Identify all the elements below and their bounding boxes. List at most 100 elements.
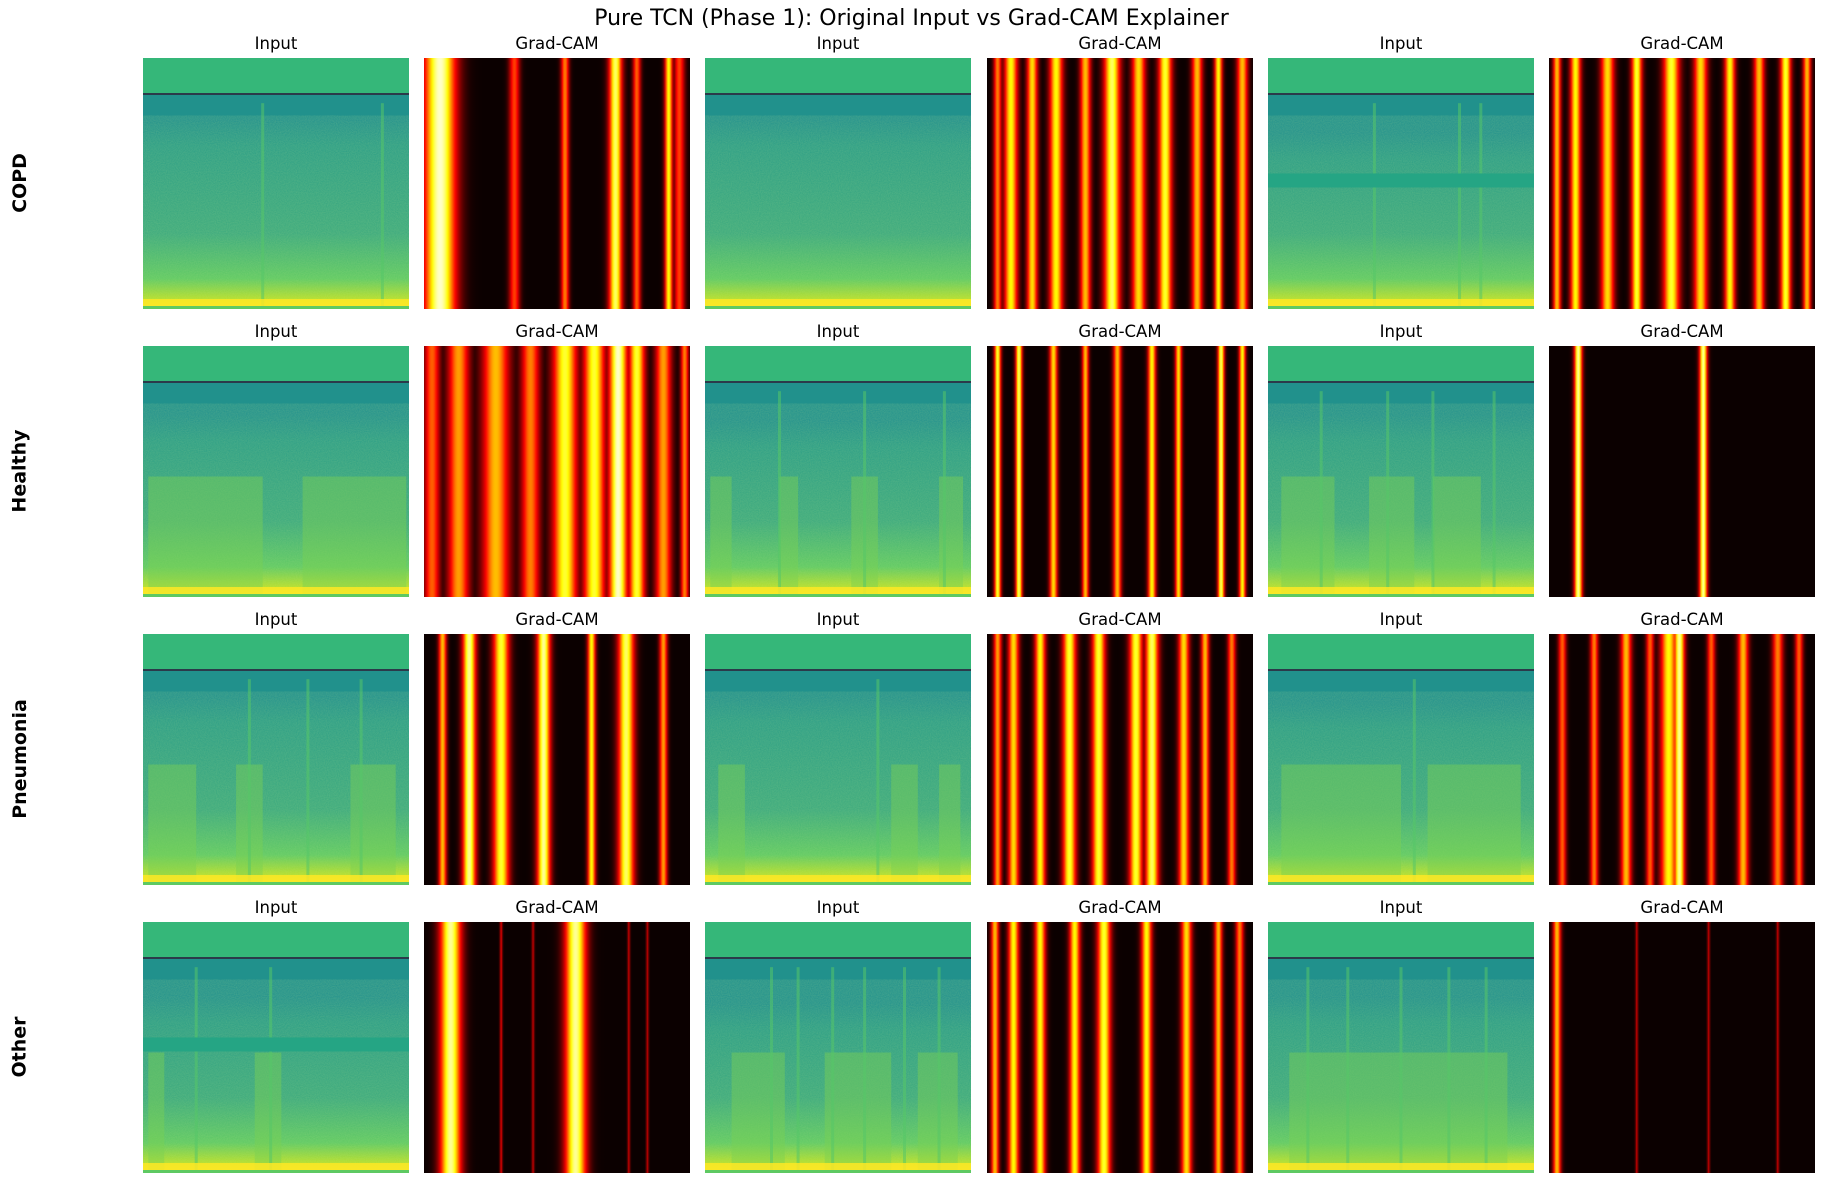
input-spectrogram-panel [705, 346, 971, 597]
spectrogram-transient [770, 967, 773, 1173]
spectrogram-image [1268, 346, 1534, 597]
spectrogram-low-band [143, 875, 409, 885]
spectrogram-divider-line [1268, 957, 1534, 959]
gradcam-heatmap-panel [1549, 346, 1815, 597]
input-spectrogram-panel [705, 58, 971, 309]
spectrogram-noise [1268, 421, 1534, 597]
spectrogram-noise [143, 997, 409, 1173]
spectrogram-noise [143, 709, 409, 885]
spectrogram-noise [143, 421, 409, 597]
gradcam-heatmap-panel [987, 58, 1253, 309]
gradcam-panel-title: Grad-CAM [1078, 898, 1162, 917]
spectrogram-bottom-edge [143, 306, 409, 309]
input-panel-title: Input [1379, 898, 1423, 917]
spectrogram-image [1268, 58, 1534, 309]
spectrogram-transient [306, 679, 310, 885]
input-panel-title: Input [816, 322, 860, 341]
input-spectrogram-panel [705, 922, 971, 1173]
spectrogram-energy-burst [148, 1052, 165, 1173]
heatmap-fill [424, 922, 690, 1173]
input-spectrogram-panel [1268, 922, 1534, 1173]
spectrogram-divider-line [705, 381, 971, 383]
spectrogram-band [1268, 173, 1534, 188]
spectrogram-image [143, 922, 409, 1173]
spectrogram-transient [876, 679, 880, 885]
spectrogram-energy-burst [731, 1052, 785, 1173]
row-label-pneumonia: Pneumonia [0, 634, 40, 884]
spectrogram-divider-line [705, 669, 971, 671]
spectrogram-image [705, 58, 971, 309]
input-panel-title: Input [254, 610, 298, 629]
spectrogram-transient [1431, 391, 1435, 597]
input-panel-title: Input [254, 34, 298, 53]
spectrogram-transient [1319, 391, 1323, 597]
spectrogram-bottom-edge [143, 1170, 409, 1173]
gradcam-panel-title: Grad-CAM [1078, 322, 1162, 341]
spectrogram-transient [796, 967, 800, 1173]
input-spectrogram-panel [143, 58, 409, 309]
spectrogram-energy-burst [1289, 1052, 1508, 1173]
spectrogram-bottom-edge [705, 1170, 971, 1173]
spectrogram-bottom-edge [705, 882, 971, 885]
spectrogram-top-band [143, 58, 409, 93]
spectrogram-energy-burst [148, 476, 263, 597]
spectrogram-top-band [143, 346, 409, 381]
spectrogram-transient [1484, 967, 1488, 1173]
gradcam-panel-title: Grad-CAM [1640, 322, 1724, 341]
input-panel-title: Input [816, 34, 860, 53]
spectrogram-top-band [705, 922, 971, 957]
gradcam-heatmap-panel [987, 346, 1253, 597]
spectrogram-low-band [705, 299, 971, 309]
spectrogram-noise [1268, 709, 1534, 885]
spectrogram-transient [863, 967, 867, 1173]
gradcam-panel-title: Grad-CAM [515, 610, 599, 629]
spectrogram-divider-line [143, 669, 409, 671]
heatmap-fill [1549, 346, 1815, 597]
row-label-text: Pneumonia [9, 699, 32, 819]
heatmap-image [987, 922, 1253, 1173]
input-spectrogram-panel [1268, 346, 1534, 597]
spectrogram-bottom-edge [143, 882, 409, 885]
spectrogram-energy-burst [1427, 764, 1521, 885]
spectrogram-transient [269, 967, 273, 1173]
gradcam-panel-title: Grad-CAM [1640, 898, 1724, 917]
spectrogram-transient [937, 967, 941, 1173]
spectrogram-low-band [1268, 875, 1534, 885]
spectrogram-low-band [143, 587, 409, 597]
spectrogram-transient [261, 103, 265, 309]
spectrogram-image [143, 634, 409, 885]
spectrogram-energy-burst [350, 764, 396, 885]
spectrogram-top-band [1268, 58, 1534, 93]
heatmap-image [424, 922, 690, 1173]
spectrogram-energy-burst [148, 764, 197, 885]
gradcam-panel-title: Grad-CAM [515, 898, 599, 917]
gradcam-panel-title: Grad-CAM [1640, 610, 1724, 629]
gradcam-panel-title: Grad-CAM [1640, 34, 1724, 53]
spectrogram-low-band [1268, 1163, 1534, 1173]
spectrogram-image [143, 346, 409, 597]
spectrogram-transient [1306, 967, 1310, 1173]
input-spectrogram-panel [1268, 634, 1534, 885]
heatmap-fill [987, 634, 1253, 885]
spectrogram-noise [705, 133, 971, 309]
spectrogram-top-band [1268, 634, 1534, 669]
spectrogram-divider-line [1268, 669, 1534, 671]
spectrogram-transient [1372, 103, 1376, 309]
spectrogram-image [1268, 922, 1534, 1173]
heatmap-fill [424, 634, 690, 885]
spectrogram-transient [1412, 679, 1416, 885]
spectrogram-divider-line [1268, 93, 1534, 95]
spectrogram-energy-burst [939, 764, 961, 885]
spectrogram-image [705, 634, 971, 885]
spectrogram-transient [831, 967, 835, 1173]
spectrogram-top-band [705, 58, 971, 93]
spectrogram-low-band [1268, 587, 1534, 597]
row-label-copd: COPD [0, 58, 40, 308]
row-label-text: Other [9, 1016, 31, 1078]
spectrogram-top-band [1268, 346, 1534, 381]
heatmap-image [424, 346, 690, 597]
spectrogram-bottom-edge [143, 594, 409, 597]
input-panel-title: Input [816, 898, 860, 917]
heatmap-image [1549, 58, 1815, 309]
gradcam-heatmap-panel [1549, 922, 1815, 1173]
